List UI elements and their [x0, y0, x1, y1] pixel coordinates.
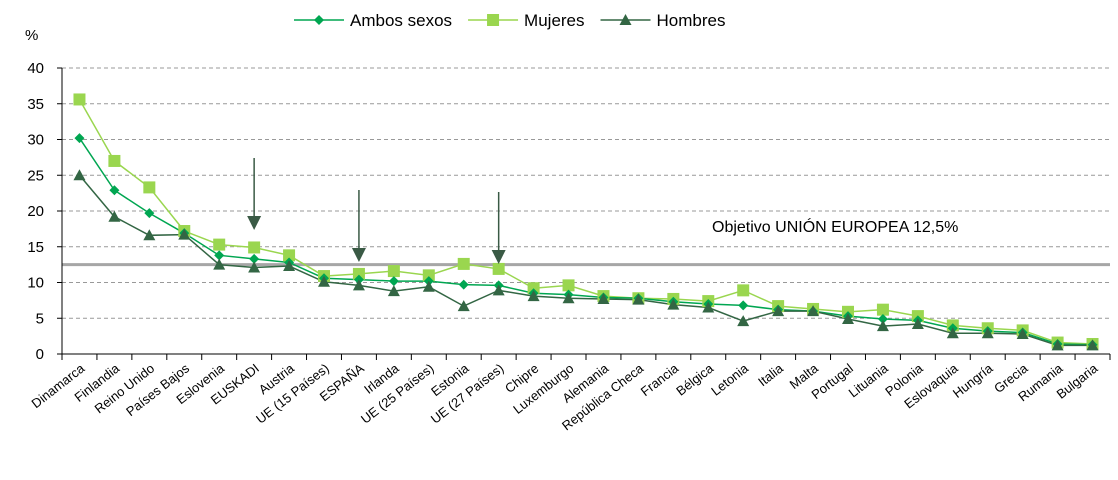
data-point: [457, 300, 470, 312]
y-tick-label: 15: [27, 239, 44, 256]
y-tick-label: 30: [27, 132, 44, 149]
data-point: [422, 280, 435, 292]
data-point: [143, 229, 156, 241]
data-point: [807, 305, 820, 317]
markers-group: [73, 93, 1099, 351]
data-point: [214, 250, 225, 261]
data-point: [73, 93, 86, 106]
data-point: [702, 301, 715, 313]
data-point: [946, 327, 959, 339]
legend-marker: [487, 14, 500, 26]
grid-lines: [62, 67, 1110, 319]
data-point: [283, 260, 296, 272]
data-point: [737, 284, 750, 297]
data-point: [597, 292, 610, 304]
data-point: [876, 320, 889, 332]
data-point: [143, 181, 156, 194]
data-point: [667, 298, 680, 310]
arrow-head: [491, 250, 506, 264]
data-point: [1016, 327, 1029, 339]
data-point: [73, 169, 86, 181]
data-point: [1051, 339, 1064, 351]
y-tick-label: 10: [27, 275, 44, 292]
data-point: [108, 154, 121, 167]
data-point: [527, 290, 540, 302]
data-point: [352, 267, 365, 280]
data-point: [842, 312, 854, 324]
data-point: [108, 210, 121, 222]
y-axis-label: %: [25, 27, 38, 44]
y-tick-label: 5: [36, 310, 44, 327]
series-line: [78, 174, 1093, 347]
y-tick-label: 35: [27, 96, 44, 113]
y-tick-label: 40: [27, 60, 44, 77]
legend-entry: Hombres: [657, 11, 726, 30]
data-point: [527, 282, 540, 295]
data-point: [877, 313, 888, 324]
legend-entry: Ambos sexos: [350, 11, 452, 30]
data-point: [632, 293, 645, 305]
legend-entry: Mujeres: [524, 11, 584, 30]
arrows-group: [247, 158, 506, 264]
arrow-head: [247, 216, 262, 230]
data-point: [248, 261, 261, 273]
data-point: [458, 279, 469, 290]
data-point: [492, 284, 505, 296]
data-point: [388, 276, 399, 287]
data-point: [981, 327, 994, 339]
data-point: [144, 208, 155, 219]
x-tick-label: Letonia: [708, 360, 751, 399]
legend: Ambos sexos Mujeres Hombres: [294, 11, 725, 30]
data-point: [1086, 339, 1099, 351]
target-label: Objetivo UNIÓN EUROPEA 12,5%: [712, 217, 958, 236]
legend-marker: [314, 15, 324, 25]
data-point: [738, 300, 749, 311]
data-point: [318, 275, 330, 287]
x-tick-label: Francia: [638, 360, 682, 399]
x-tick-label: Hungría: [950, 360, 996, 401]
data-point: [562, 279, 575, 292]
y-tick-label: 20: [27, 203, 44, 220]
data-point: [109, 185, 120, 196]
y-tick-label: 25: [27, 167, 44, 184]
data-point: [178, 228, 191, 240]
data-point: [283, 249, 296, 262]
data-point: [422, 269, 435, 282]
data-point: [74, 133, 85, 144]
data-point: [492, 262, 505, 275]
data-point: [213, 238, 226, 251]
data-point: [213, 258, 226, 270]
data-point: [249, 253, 260, 264]
data-point: [876, 303, 889, 316]
arrow-head: [351, 248, 366, 262]
data-point: [911, 317, 924, 329]
legend-marker: [619, 14, 632, 25]
axes: [57, 67, 1111, 360]
data-point: [387, 265, 400, 278]
data-point: [352, 279, 365, 291]
data-point: [248, 241, 261, 254]
y-tick-label: 0: [36, 346, 44, 363]
data-point: [772, 305, 785, 317]
data-point: [457, 257, 470, 270]
x-tick-label: Italia: [755, 360, 786, 389]
data-point: [737, 315, 750, 327]
data-point: [562, 292, 575, 304]
data-point: [387, 285, 400, 297]
series-line: [78, 137, 1093, 346]
x-tick-label: Lituania: [846, 360, 892, 400]
x-tick-label: Bélgica: [673, 360, 716, 399]
